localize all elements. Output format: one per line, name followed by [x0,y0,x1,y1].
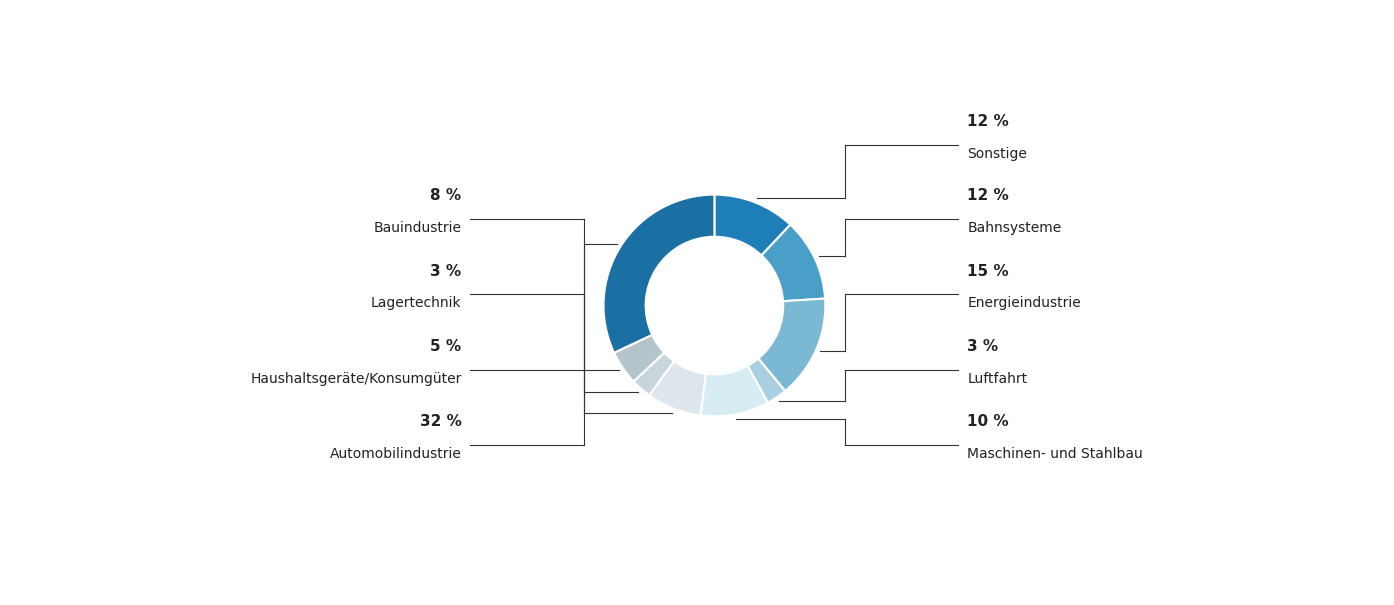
Wedge shape [761,224,825,301]
Text: Maschinen- und Stahlbau: Maschinen- und Stahlbau [967,447,1143,461]
Wedge shape [758,298,825,391]
Text: Energieindustrie: Energieindustrie [967,296,1082,310]
Text: 12 %: 12 % [967,188,1009,203]
Text: 3 %: 3 % [431,264,461,279]
Text: 3 %: 3 % [967,339,998,354]
Text: 5 %: 5 % [431,339,461,354]
Wedge shape [701,366,768,416]
Text: 10 %: 10 % [967,414,1009,430]
Text: 8 %: 8 % [431,188,461,203]
Text: Automobilindustrie: Automobilindustrie [329,447,461,461]
Wedge shape [615,335,665,382]
Wedge shape [650,361,705,416]
Text: Lagertechnik: Lagertechnik [371,296,461,310]
Text: Haushaltsgeräte/Konsumgüter: Haushaltsgeräte/Konsumgüter [250,371,461,386]
Wedge shape [714,195,790,255]
Text: 12 %: 12 % [967,114,1009,129]
Text: 15 %: 15 % [967,264,1009,279]
Text: Sonstige: Sonstige [967,146,1027,160]
Text: Bauindustrie: Bauindustrie [374,221,461,235]
Wedge shape [747,359,785,403]
Text: Bahnsysteme: Bahnsysteme [967,221,1062,235]
Text: 32 %: 32 % [420,414,461,430]
Wedge shape [604,195,715,353]
Text: Luftfahrt: Luftfahrt [967,371,1027,386]
Wedge shape [633,353,675,395]
